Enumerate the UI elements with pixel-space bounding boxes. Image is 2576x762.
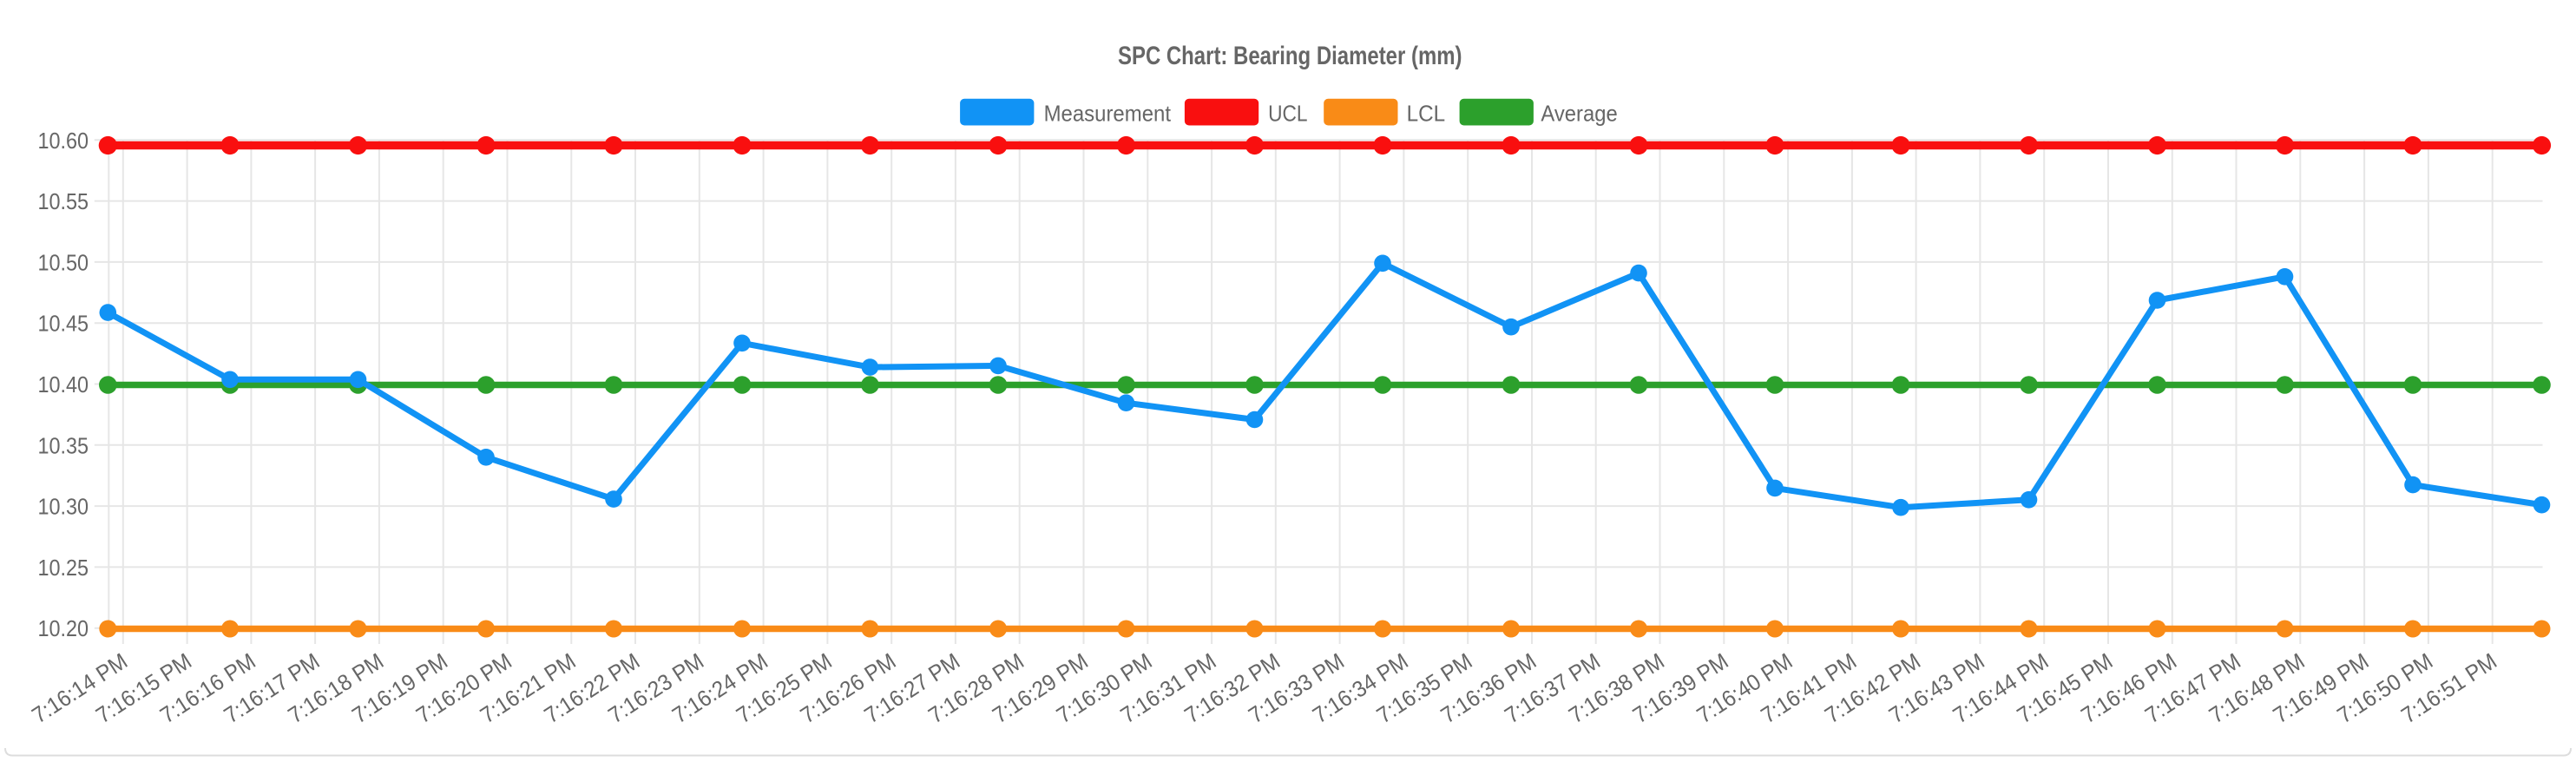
svg-text:10.40: 10.40 (38, 371, 89, 397)
svg-text:10.50: 10.50 (38, 249, 89, 275)
svg-text:10.25: 10.25 (38, 555, 89, 581)
svg-text:UCL: UCL (1268, 100, 1307, 126)
svg-text:10.30: 10.30 (38, 494, 89, 520)
svg-text:Average: Average (1541, 100, 1617, 126)
svg-text:10.35: 10.35 (38, 432, 89, 458)
svg-text:10.20: 10.20 (38, 615, 89, 641)
svg-text:LCL: LCL (1407, 100, 1446, 126)
svg-text:SPC Chart: Bearing Diameter (m: SPC Chart: Bearing Diameter (mm) (1118, 42, 1462, 70)
svg-text:Measurement: Measurement (1044, 100, 1172, 126)
svg-text:10.60: 10.60 (38, 128, 89, 154)
svg-text:10.45: 10.45 (38, 311, 89, 337)
svg-text:10.55: 10.55 (38, 188, 89, 214)
